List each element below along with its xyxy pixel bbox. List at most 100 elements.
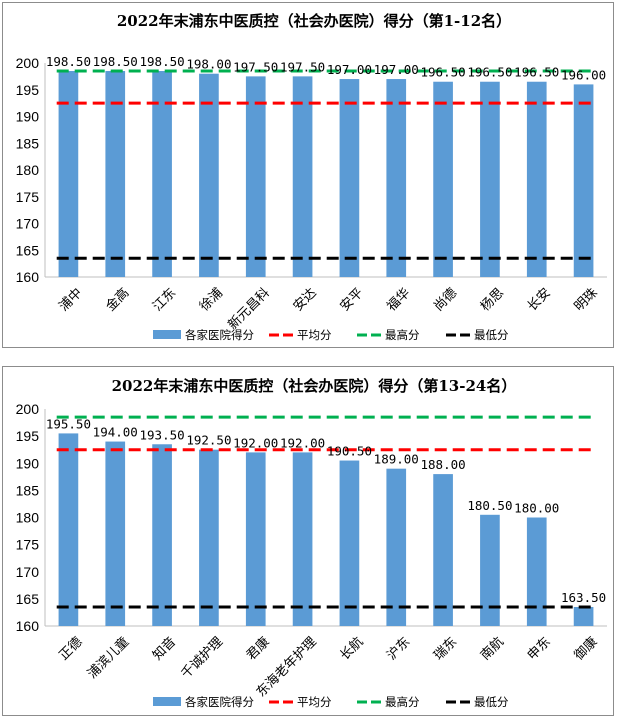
bar [386,79,407,277]
category-label: 正德 [57,634,86,663]
data-label: 190.50 [327,444,372,459]
category-label: 金高 [103,285,133,315]
bar [105,71,126,278]
chart-panel-2: 2022年末浦东中医质控（社会办医院）得分（第13-24名） 160 165 170 1… [2,366,614,716]
data-label: 192.00 [233,435,278,450]
chart-2-svg: 2022年末浦东中医质控（社会办医院）得分（第13-24名） 160 165 170 1… [16,377,607,709]
data-label: 197.00 [327,62,372,77]
category-label: 福华 [384,285,413,314]
data-label: 196.50 [514,65,559,80]
category-label: 尚德 [431,285,460,314]
y-tick-label: 190 [16,455,40,471]
bar [292,76,313,277]
category-label: 杨思 [478,285,507,314]
category-label: 明珠 [572,285,601,314]
data-label: 189.00 [374,452,419,467]
data-label: 196.50 [421,65,466,80]
y-tick-label: 190 [16,109,40,125]
category-label: 江东 [150,285,179,314]
data-label: 196.50 [467,65,512,80]
y-tick-label: 165 [16,591,40,607]
y-tick-label: 185 [16,135,40,151]
category-label: 君康 [243,634,273,664]
legend-average-label: 平均分 [297,695,332,709]
bar [526,81,547,277]
category-label: 千诚护理 [179,634,226,681]
data-label: 180.00 [514,501,559,516]
bar [105,441,126,626]
y-tick-label: 175 [16,189,40,205]
y-tick-label: 180 [16,162,40,178]
legend-average-label: 平均分 [297,328,332,342]
data-label: 192.00 [280,435,325,450]
bar [526,517,547,626]
y-tick-label: 170 [16,216,40,232]
bar [199,449,219,626]
data-label: 180.50 [467,498,512,513]
legend-max-label: 最高分 [385,695,420,709]
data-label: 198.50 [140,54,185,69]
legend-bar-label: 各家医院得分 [185,695,254,709]
y-tick-label: 200 [16,55,40,71]
y-tick-label: 175 [16,537,40,553]
bar [433,474,453,626]
legend-bar-swatch [153,697,181,706]
bar [292,452,313,626]
category-label: 知音 [149,634,179,664]
bar [152,71,172,278]
bar [245,76,266,277]
y-tick-label: 170 [16,564,40,580]
y-tick-label: 180 [16,510,40,526]
category-label: 浦滨儿童 [84,634,132,682]
y-tick-label: 195 [16,428,40,444]
legend-bar-swatch [153,330,181,339]
data-label: 188.00 [421,457,466,472]
legend-bar-label: 各家医院得分 [185,328,254,342]
data-label: 194.00 [93,425,138,440]
legend-max-label: 最高分 [385,328,420,342]
data-label: 198.00 [186,57,231,72]
chart-title: 2022年末浦东中医质控（社会办医院）得分（第13-24名） [112,377,517,395]
category-label: 新元昌科 [225,285,273,333]
chart-panel-1: 2022年末浦东中医质控（社会办医院）得分（第1-12名） 160 165 170 17… [2,2,614,348]
bar [339,79,360,277]
bar [152,444,172,626]
data-label: 193.50 [140,427,185,442]
chart-title: 2022年末浦东中医质控（社会办医院）得分（第1-12名） [117,12,511,30]
data-label: 195.50 [46,416,91,431]
category-label: 申东 [525,634,554,663]
data-label: 197.00 [374,62,419,77]
bar [386,468,407,626]
data-label: 163.50 [561,590,606,605]
category-label: 瑞东 [431,634,460,663]
y-tick-label: 195 [16,82,40,98]
chart-1-svg: 2022年末浦东中医质控（社会办医院）得分（第1-12名） 160 165 170 17… [16,12,607,342]
category-label: 御康 [571,634,601,664]
y-tick-label: 160 [16,618,40,634]
bar [480,81,500,277]
category-label: 长航 [337,634,367,664]
bar [245,452,266,626]
data-label: 196.00 [561,67,606,82]
category-label: 沪东 [384,634,414,664]
y-tick-label: 160 [16,269,40,285]
data-label: 198.50 [93,54,138,69]
data-label: 197.50 [233,59,278,74]
data-label: 197.50 [280,59,325,74]
bar [573,84,594,278]
y-tick-label: 185 [16,482,40,498]
data-label: 198.50 [46,54,91,69]
y-tick-label: 200 [16,401,40,417]
category-label: 长安 [525,285,554,314]
bar [433,81,453,277]
bar [199,73,219,277]
legend-min-label: 最低分 [474,328,509,342]
bar [339,460,360,626]
category-label: 安平 [338,285,367,314]
y-tick-label: 165 [16,242,40,258]
category-label: 浦中 [57,285,86,314]
bar [58,433,79,626]
data-label: 192.50 [186,433,231,448]
bar [573,607,594,626]
category-label: 南航 [477,634,507,664]
